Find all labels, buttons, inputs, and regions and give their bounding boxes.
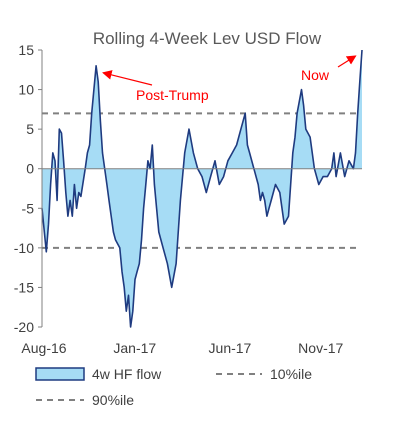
- annotations: Post-Trump Now: [102, 55, 357, 103]
- annotation-now: Now: [301, 67, 330, 83]
- arrow-post-trump: [102, 70, 153, 86]
- reference-lines: [42, 112, 358, 249]
- y-tick-label-1: 10: [18, 82, 34, 98]
- x-tick-label-0: Aug-16: [21, 340, 66, 356]
- legend-label-90pct: 90%ile: [92, 392, 134, 408]
- arrow-now: [337, 55, 357, 68]
- x-tick-label-1: Jan-17: [113, 340, 156, 356]
- legend: 4w HF flow 10%ile 90%ile: [35, 366, 312, 408]
- chart-title: Rolling 4-Week Lev USD Flow: [93, 29, 322, 48]
- axes: 15 10 5 0 -5 -10 -15 -20 Aug-16 Jan-17 Jun-17 Nov-1…: [14, 42, 362, 356]
- y-tick-label-7: -20: [14, 319, 34, 335]
- annotation-post-trump: Post-Trump: [136, 87, 209, 103]
- y-tick-label-4: -5: [22, 200, 35, 216]
- series-area-0: [42, 50, 362, 327]
- y-tick-label-0: 15: [18, 42, 34, 58]
- y-tick-label-5: -10: [14, 240, 34, 256]
- x-tick-label-2: Jun-17: [209, 340, 252, 356]
- legend-label-10pct: 10%ile: [270, 366, 312, 382]
- series-line-0: [41, 49, 363, 328]
- y-tick-label-3: 0: [26, 161, 34, 177]
- y-tick-label-6: -15: [14, 279, 34, 295]
- y-tick-label-2: 5: [26, 121, 34, 137]
- legend-label-hf-flow: 4w HF flow: [92, 366, 162, 382]
- series-layer: [41, 49, 363, 328]
- legend-swatch-hf-flow: [35, 367, 85, 381]
- x-tick-label-3: Nov-17: [298, 340, 343, 356]
